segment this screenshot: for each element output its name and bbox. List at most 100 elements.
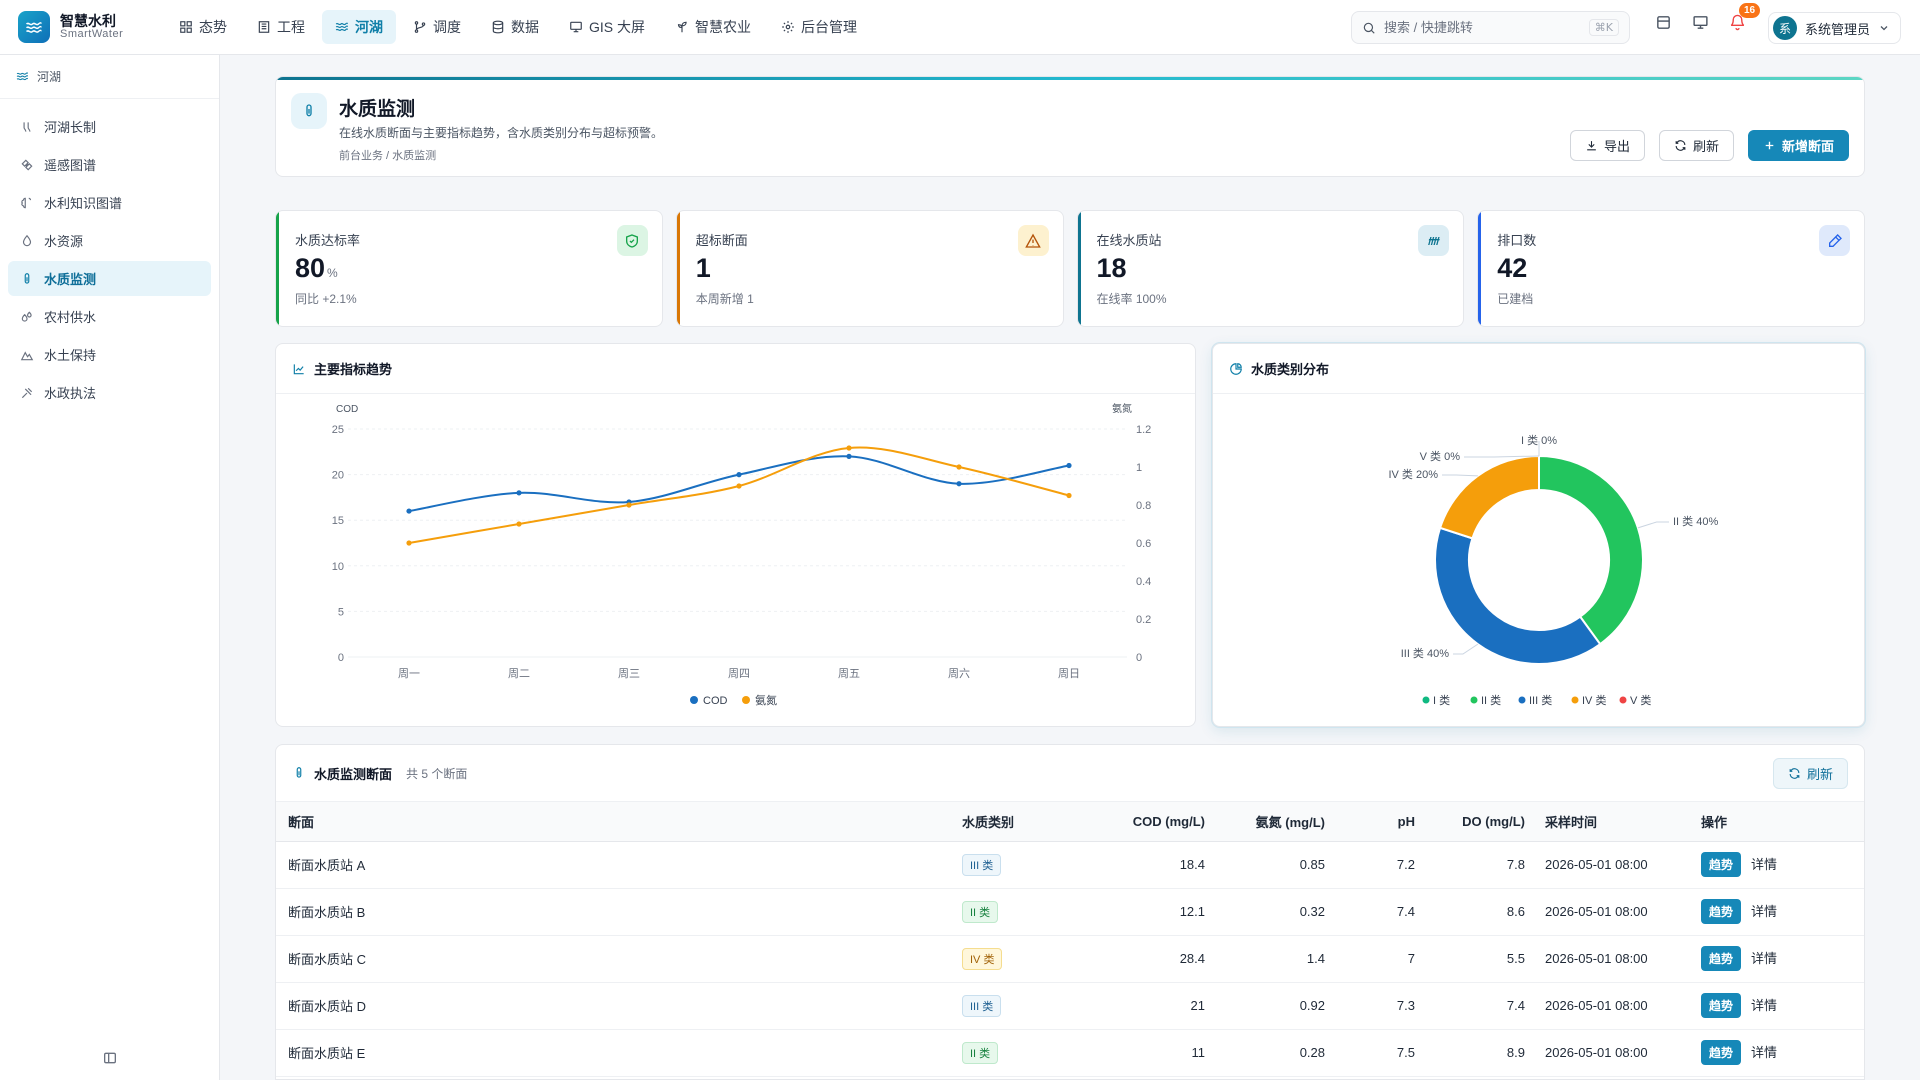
y-right-tick-label: 0.2 [1136,614,1151,626]
detail-link[interactable]: 详情 [1751,857,1778,872]
nav-label: 河湖 [355,19,383,35]
stat-note: 同比 +2.1% [295,292,357,306]
data-point [846,445,852,451]
app-subtitle: SmartWater [60,27,124,40]
column-header[interactable]: 氨氮 (mg/L) [1205,802,1325,842]
stat-card-compliance[interactable]: 水质达标率 80% 同比 +2.1% [275,210,663,327]
column-header[interactable]: 断面 [276,802,962,842]
screen-icon[interactable] [1692,14,1709,31]
thermometer-icon [296,767,302,778]
label-leader-line [1453,643,1479,655]
global-search[interactable]: ⌘K [1351,11,1630,44]
detail-link[interactable]: 详情 [1751,998,1778,1013]
legend-label: V 类 [1630,693,1651,707]
column-header[interactable]: DO (mg/L) [1415,802,1525,842]
nav-item-rivers[interactable]: 河湖 [322,10,396,44]
app-logo[interactable]: 智慧水利 SmartWater [0,11,160,43]
do-value: 8.9 [1415,1029,1525,1077]
top-nav: 态势 工程 河湖 调度 数据 GIS 大屏 智慧农业 后台管理 [166,10,870,44]
sidebar-item-soil-conservation[interactable]: 水土保持 [8,337,211,372]
legend-marker [1619,696,1627,704]
sample-time: 2026-05-01 08:00 [1525,1029,1701,1077]
warning-icon [1017,225,1049,256]
table-row[interactable]: 断面水质站 C IV 类 28.4 1.4 7 5.5 2026-05-01 08:00 趋势… [276,935,1864,983]
y-left-tick-label: 20 [332,470,344,482]
column-header[interactable]: COD (mg/L) [1084,802,1205,842]
trend-button[interactable]: 趋势 [1701,1040,1742,1065]
detail-link[interactable]: 详情 [1751,951,1778,966]
label-leader-line [1464,455,1540,458]
detail-link[interactable]: 详情 [1751,1045,1778,1060]
sidebar-item-knowledge-graph[interactable]: 水利知识图谱 [8,185,211,220]
column-header[interactable]: 水质类别 [962,802,1084,842]
ammonia-value: 0.28 [1205,1029,1325,1077]
legend-marker [690,696,698,704]
trend-button[interactable]: 趋势 [1701,852,1742,877]
distribution-chart-plot: I 类 0% II 类 40% III 类 40% IV 类 20% V 类 0% I 类… [1388,433,1718,707]
nav-item-dispatch[interactable]: 调度 [400,10,474,44]
bell-icon[interactable]: 16 [1729,3,1761,31]
ammonia-value: 0.92 [1205,982,1325,1030]
refresh-button[interactable]: 刷新 [1658,130,1734,161]
table-header-row: 断面 水质类别 COD (mg/L) 氨氮 (mg/L) pH DO (mg/L… [276,802,1864,842]
legend-marker [1518,696,1526,704]
sidebar-item-river-chief[interactable]: 河湖长制 [8,109,211,144]
detail-link[interactable]: 详情 [1751,904,1778,919]
do-value: 5.5 [1415,935,1525,983]
header-accent-bar [276,77,1864,80]
app-title: 智慧水利 [60,12,116,29]
y-right-tick-label: 1 [1136,462,1142,474]
sidebar-section-label: 河湖 [37,70,62,84]
stat-card-outfalls[interactable]: 排口数 42 已建档 [1477,210,1865,327]
donut-slice [1438,454,1540,540]
stat-card-exceed[interactable]: 超标断面 1 本周新增 1 [675,210,1064,327]
slice-label: I 类 0% [1521,433,1557,447]
nav-item-gis[interactable]: GIS 大屏 [556,10,658,44]
avatar: 系 [1773,16,1797,40]
x-tick-label: 周二 [508,667,530,680]
legend-label: IV 类 [1582,693,1606,707]
do-value: 7.4 [1415,982,1525,1030]
nav-label: 智慧农业 [695,19,752,35]
nav-item-agriculture[interactable]: 智慧农业 [662,10,764,44]
sidebar-item-label: 遥感图谱 [44,158,97,173]
user-menu[interactable]: 系 系统管理员 [1768,12,1902,44]
trend-button[interactable]: 趋势 [1701,993,1742,1018]
sidebar-item-water-quality[interactable]: 水质监测 [8,261,211,296]
legend-marker [1571,696,1579,704]
table-refresh-button[interactable]: 刷新 [1772,757,1848,789]
nav-item-data[interactable]: 数据 [478,10,552,44]
trend-button[interactable]: 趋势 [1701,899,1742,924]
export-button[interactable]: 导出 [1569,130,1645,161]
table-row[interactable]: 断面水质站 A III 类 18.4 0.85 7.2 7.8 2026-05-01 08:… [276,841,1864,889]
table-row[interactable]: 断面水质站 B II 类 12.1 0.32 7.4 8.6 2026-05-01 08:0… [276,888,1864,936]
database-icon [492,20,504,34]
thermometer-icon [24,272,30,284]
stat-card-online-stations[interactable]: 在线水质站 18 在线率 100% [1076,210,1465,327]
table-row[interactable]: 断面水质站 D III 类 21 0.92 7.3 7.4 2026-05-01 08:00… [276,982,1864,1030]
sidebar-item-remote-sensing[interactable]: 遥感图谱 [8,147,211,182]
row-actions: 趋势 详情 [1701,888,1864,936]
sidebar-item-law-enforcement[interactable]: 水政执法 [8,375,211,410]
branch-icon [414,21,426,33]
nav-item-engineering[interactable]: 工程 [244,10,318,44]
trend-button[interactable]: 趋势 [1701,946,1742,971]
column-header[interactable]: 采样时间 [1525,802,1701,842]
slice-label: III 类 40% [1401,646,1450,660]
sidebar-item-rural-supply[interactable]: 农村供水 [8,299,211,334]
table-row[interactable]: 断面水质站 E II 类 11 0.28 7.5 8.9 2026-05-01 08:00 趋… [276,1029,1864,1077]
cod-value: 18.4 [1084,841,1205,889]
nav-item-admin[interactable]: 后台管理 [768,10,870,44]
stat-unit: % [327,266,338,280]
data-point [406,508,412,514]
y-left-tick-label: 10 [332,561,344,573]
sidebar-item-water-resources[interactable]: 水资源 [8,223,211,258]
column-header[interactable]: pH [1325,802,1415,842]
ph-value: 7.4 [1325,888,1415,936]
calendar-icon[interactable] [1655,14,1672,31]
nav-item-situation[interactable]: 态势 [166,10,240,44]
sidebar-collapse-icon[interactable] [102,1050,118,1066]
add-section-button[interactable]: 新增断面 [1747,130,1849,161]
search-input[interactable] [1384,20,1589,35]
ammonia-value: 1.4 [1205,935,1325,983]
